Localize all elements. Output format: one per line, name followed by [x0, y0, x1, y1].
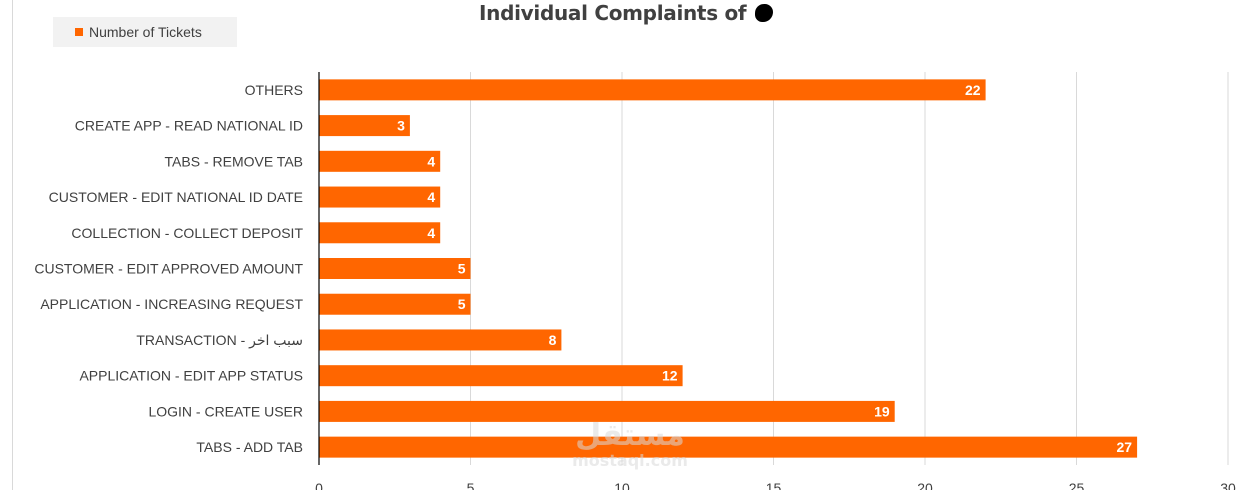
- x-tick-label: 30: [1220, 480, 1236, 490]
- category-label: CUSTOMER - EDIT APPROVED AMOUNT: [34, 261, 303, 277]
- bar: [319, 186, 441, 208]
- data-label: 4: [427, 153, 435, 169]
- data-label: 22: [965, 82, 981, 98]
- redaction-blot: [754, 4, 773, 22]
- data-label: 5: [458, 296, 466, 312]
- x-tick-label: 20: [917, 480, 933, 490]
- data-label: 4: [427, 225, 435, 241]
- data-label: 4: [427, 189, 435, 205]
- x-tick-label: 25: [1069, 480, 1085, 490]
- bar: [319, 329, 562, 351]
- legend-label: Number of Tickets: [89, 24, 202, 40]
- legend-swatch: [75, 28, 83, 36]
- chart-title-text: Individual Complaints of: [479, 1, 747, 25]
- category-label: APPLICATION - EDIT APP STATUS: [79, 368, 303, 384]
- category-label: OTHERS: [245, 82, 303, 98]
- bar: [319, 436, 1138, 458]
- data-label: 8: [549, 332, 557, 348]
- bar: [319, 400, 895, 422]
- bar: [319, 79, 986, 101]
- category-label: CUSTOMER - EDIT NATIONAL ID DATE: [49, 189, 303, 205]
- data-label: 3: [397, 118, 405, 134]
- category-label: LOGIN - CREATE USER: [148, 403, 303, 419]
- bar: [319, 293, 471, 315]
- bar: [319, 150, 441, 172]
- x-tick-label: 15: [766, 480, 782, 490]
- category-label: APPLICATION - INCREASING REQUEST: [40, 296, 303, 312]
- chart-title: Individual Complaints of: [0, 1, 1252, 25]
- data-label: 5: [458, 261, 466, 277]
- category-label: TRANSACTION - سبب اخر: [136, 332, 303, 349]
- x-tick-label: 0: [315, 480, 323, 490]
- category-label: TABS - ADD TAB: [196, 439, 303, 455]
- bar: [319, 222, 441, 244]
- chart-frame: [12, 0, 1252, 490]
- bar: [319, 115, 410, 137]
- category-label: COLLECTION - COLLECT DEPOSIT: [71, 225, 303, 241]
- x-tick-label: 10: [614, 480, 630, 490]
- data-label: 27: [1117, 439, 1133, 455]
- data-label: 19: [874, 403, 890, 419]
- bar: [319, 365, 683, 387]
- legend: Number of Tickets: [53, 17, 237, 47]
- bar: [319, 258, 471, 279]
- category-label: CREATE APP - READ NATIONAL ID: [75, 118, 303, 134]
- x-tick-label: 5: [467, 480, 475, 490]
- category-label: TABS - REMOVE TAB: [165, 153, 303, 169]
- data-label: 12: [662, 368, 678, 384]
